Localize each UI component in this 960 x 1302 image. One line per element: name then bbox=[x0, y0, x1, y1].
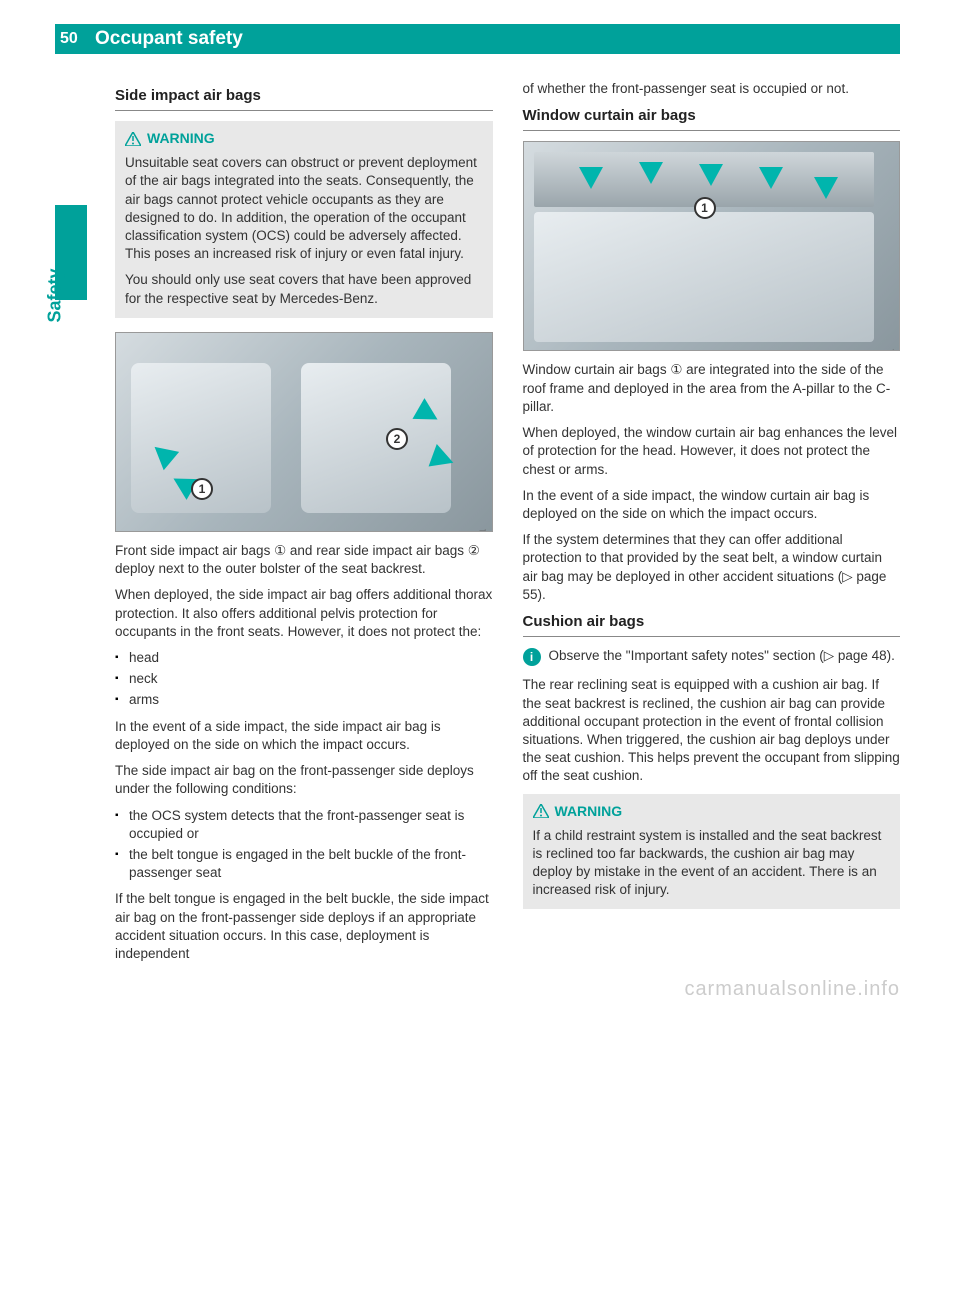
paragraph: The side impact air bag on the front-pas… bbox=[115, 762, 493, 798]
warning-text-p1: Unsuitable seat covers can obstruct or p… bbox=[125, 154, 483, 263]
info-note-text: Observe the "Important safety notes" sec… bbox=[549, 647, 895, 665]
side-tab-label: Safety bbox=[45, 268, 66, 322]
paragraph-continuation: of whether the front-passenger seat is o… bbox=[523, 80, 901, 98]
left-column: Side impact air bags WARNING Unsuitable … bbox=[115, 80, 493, 971]
paragraph: If the system determines that they can o… bbox=[523, 531, 901, 604]
warning-label: WARNING bbox=[555, 802, 623, 821]
conditions-list: the OCS system detects that the front-pa… bbox=[115, 807, 493, 883]
body-parts-list: head neck arms bbox=[115, 649, 493, 710]
list-item: the belt tongue is engaged in the belt b… bbox=[115, 846, 493, 882]
page-number: 50 bbox=[60, 30, 78, 48]
warning-text-p2: You should only use seat covers that hav… bbox=[125, 271, 483, 307]
section-heading-window-curtain: Window curtain air bags bbox=[523, 106, 901, 131]
warning-box-cushion: WARNING If a child restraint system is i… bbox=[523, 794, 901, 910]
paragraph: If the belt tongue is engaged in the bel… bbox=[115, 890, 493, 963]
chapter-title: Occupant safety bbox=[95, 28, 243, 50]
section-heading-cushion: Cushion air bags bbox=[523, 612, 901, 637]
paragraph: Window curtain air bags ① are integrated… bbox=[523, 361, 901, 416]
paragraph: In the event of a side impact, the side … bbox=[115, 718, 493, 754]
figure-side-impact-airbags: 1 2 P91.60-4885-31 bbox=[115, 332, 493, 532]
list-item: the OCS system detects that the front-pa… bbox=[115, 807, 493, 843]
figure-code: P91.60-4885-31 bbox=[479, 529, 490, 532]
list-item: neck bbox=[115, 670, 493, 688]
watermark: carmanualsonline.info bbox=[684, 978, 900, 1001]
paragraph: Front side impact air bags ① and rear si… bbox=[115, 542, 493, 578]
paragraph: In the event of a side impact, the windo… bbox=[523, 487, 901, 523]
right-column: of whether the front-passenger seat is o… bbox=[523, 80, 901, 971]
figure-code: P91.60-6385-31 bbox=[886, 348, 897, 351]
figure-window-curtain-airbags: 1 P91.60-6385-31 bbox=[523, 141, 901, 351]
paragraph: When deployed, the side impact air bag o… bbox=[115, 586, 493, 641]
info-note: i Observe the "Important safety notes" s… bbox=[523, 647, 901, 666]
warning-box-seatcovers: WARNING Unsuitable seat covers can obstr… bbox=[115, 121, 493, 318]
paragraph: When deployed, the window curtain air ba… bbox=[523, 424, 901, 479]
info-icon: i bbox=[523, 648, 541, 666]
paragraph: The rear reclining seat is equipped with… bbox=[523, 676, 901, 785]
warning-triangle-icon bbox=[125, 132, 141, 146]
list-item: head bbox=[115, 649, 493, 667]
warning-label: WARNING bbox=[147, 129, 215, 148]
list-item: arms bbox=[115, 691, 493, 709]
warning-triangle-icon bbox=[533, 804, 549, 818]
section-heading-side-impact: Side impact air bags bbox=[115, 86, 493, 111]
warning-text-p1: If a child restraint system is installed… bbox=[533, 827, 891, 900]
